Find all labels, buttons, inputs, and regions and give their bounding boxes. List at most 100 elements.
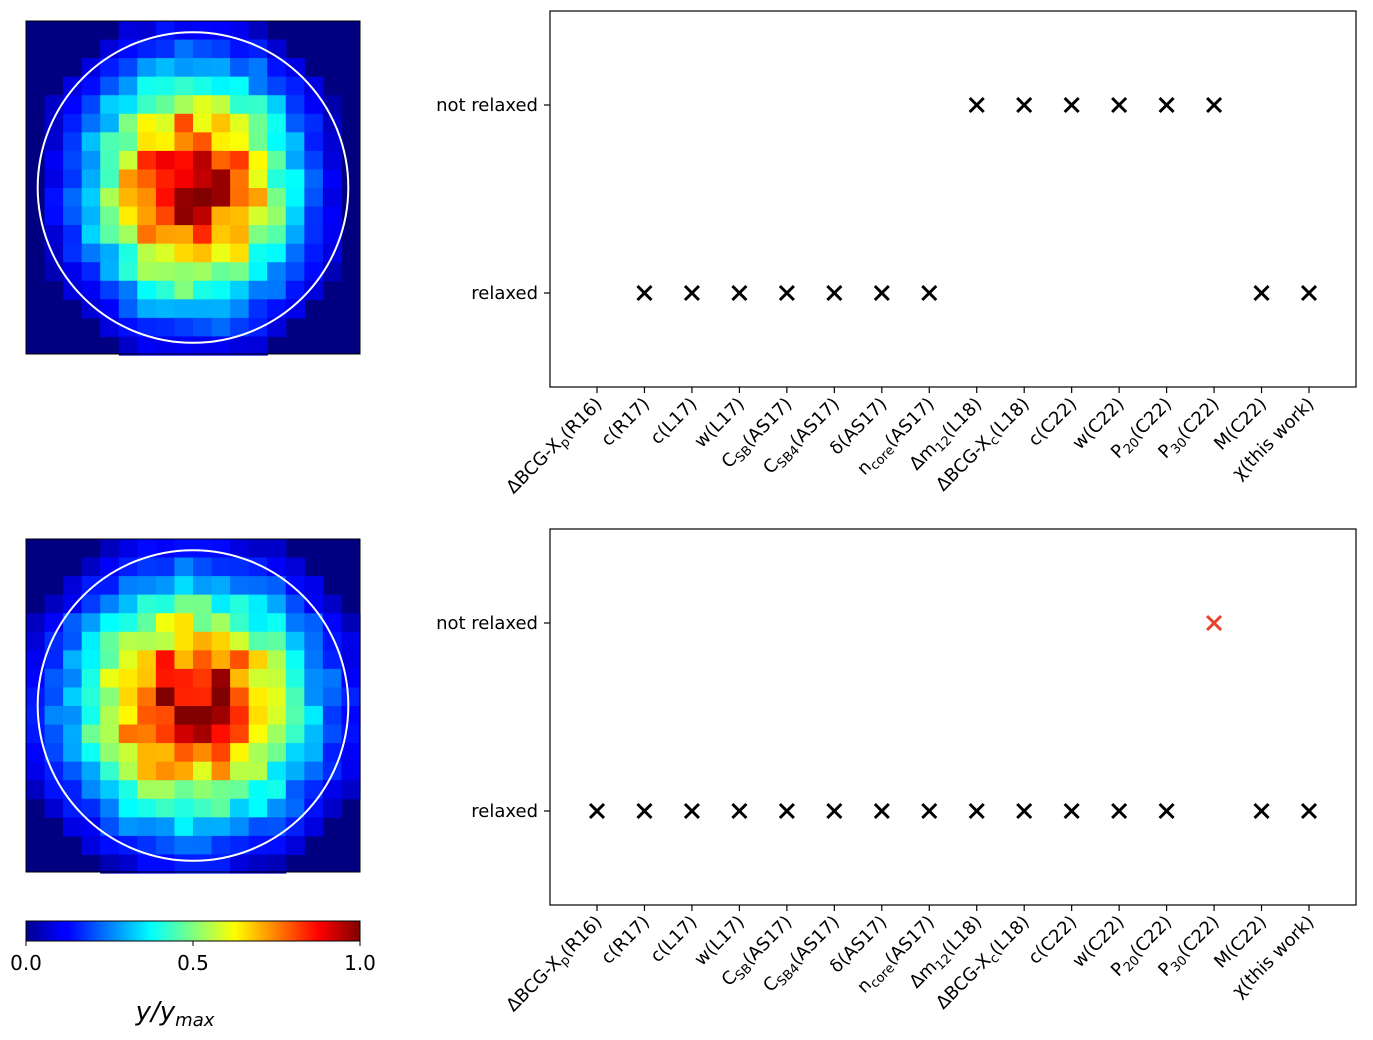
heatmap-cell (63, 761, 83, 781)
data-point-x-marker (1016, 96, 1033, 114)
data-point-x-marker (1111, 802, 1128, 820)
heatmap-cell (174, 854, 194, 874)
heatmap-cell (137, 743, 157, 763)
heatmap-cell (193, 687, 213, 707)
heatmap-cell (267, 317, 287, 338)
heatmap-cell (81, 724, 101, 744)
heatmap-cell (285, 724, 305, 744)
heatmap-cell (63, 743, 83, 763)
heatmap-cell (137, 780, 157, 800)
heatmap-cell (248, 262, 268, 282)
heatmap-cell (81, 132, 101, 152)
heatmap-cell (193, 594, 213, 614)
heatmap-cell (137, 835, 157, 856)
heatmap-cell (193, 817, 213, 837)
heatmap-cell (174, 631, 194, 651)
heatmap-cell (304, 780, 324, 800)
heatmap-cell (267, 706, 287, 726)
colorbar-title: y/ymax (135, 997, 215, 1031)
heatmap-cell (285, 835, 305, 856)
heatmap-cell (100, 576, 120, 596)
heatmap-cell (44, 687, 64, 707)
heatmap-cell (137, 613, 157, 633)
heatmap-cell (230, 317, 250, 338)
heatmap-cell (44, 780, 64, 800)
heatmap-cell (248, 613, 268, 633)
heatmap-cell (81, 169, 101, 189)
heatmap-cell (155, 817, 176, 837)
colorbar-tick-label: 0.0 (10, 951, 42, 975)
heatmap-cell (285, 687, 305, 707)
heatmap-cell (193, 39, 213, 59)
heatmap-cell (155, 206, 176, 226)
heatmap-cell (100, 132, 120, 152)
heatmap-cell (322, 687, 343, 707)
heatmap-cell (267, 225, 287, 245)
heatmap-cell (211, 299, 231, 319)
heatmap-cell (193, 262, 213, 282)
heatmap-cell (211, 21, 231, 41)
heatmap-cell (118, 539, 138, 559)
heatmap-cell (211, 113, 231, 133)
heatmap-cell (211, 761, 231, 781)
heatmap-cell (211, 798, 231, 818)
heatmap-cell (230, 539, 250, 559)
heatmap-cell (118, 169, 138, 189)
heatmap-cell (193, 650, 213, 670)
data-point-x-marker (778, 284, 795, 302)
heatmap-cell (267, 206, 287, 226)
heatmap-cell (230, 188, 250, 208)
data-point-x-marker (921, 802, 938, 820)
heatmap-cell (267, 650, 287, 670)
heatmap-cell (193, 835, 213, 856)
heatmap-cell (193, 225, 213, 245)
heatmap-cell (100, 317, 120, 338)
heatmap-cell (267, 631, 287, 651)
heatmap-cell (285, 76, 305, 96)
heatmap-cell (248, 817, 268, 837)
data-point-x-marker (1016, 802, 1033, 820)
heatmap-cell (211, 576, 231, 596)
heatmap-cell (230, 798, 250, 818)
heatmap-cell (230, 817, 250, 837)
heatmap-cell (193, 280, 213, 300)
heatmap-cell (137, 724, 157, 744)
heatmap-cell (63, 687, 83, 707)
heatmap-cell (118, 594, 138, 614)
heatmap-cell (341, 743, 361, 763)
heatmap-cell (341, 761, 361, 781)
heatmap-cell (285, 798, 305, 818)
heatmap-cell (230, 336, 250, 356)
colorbar-gradient (25, 920, 361, 942)
heatmap-cell (230, 780, 250, 800)
heatmap-cell (267, 780, 287, 800)
heatmap-cell (304, 150, 324, 171)
data-point-x-marker (1063, 802, 1080, 820)
heatmap-cell (211, 243, 231, 263)
y-tick-label: relaxed (471, 801, 538, 822)
heatmap-cell (137, 150, 157, 171)
heatmap-cell (230, 724, 250, 744)
heatmap-cell (137, 21, 157, 41)
heatmap-cell (304, 650, 324, 670)
heatmap-cell (100, 188, 120, 208)
heatmap-cell (248, 95, 268, 115)
heatmap-cell (211, 539, 231, 559)
heatmap-cell (174, 317, 194, 338)
heatmap-cell (230, 76, 250, 96)
heatmap-cell (118, 336, 138, 356)
heatmap-cell (81, 225, 101, 245)
heatmap-cell (63, 169, 83, 189)
heatmap-cell (63, 262, 83, 282)
heatmap-cell (174, 761, 194, 781)
heatmap-cell (285, 650, 305, 670)
heatmap-cell (267, 724, 287, 744)
heatmap-cell (26, 631, 46, 651)
heatmap-cell (174, 280, 194, 300)
heatmap-cell (44, 150, 64, 171)
heatmap-cell (81, 95, 101, 115)
heatmap-cell (211, 169, 231, 189)
heatmap-cell (174, 243, 194, 263)
heatmap-cell (81, 743, 101, 763)
heatmap-cell (118, 780, 138, 800)
